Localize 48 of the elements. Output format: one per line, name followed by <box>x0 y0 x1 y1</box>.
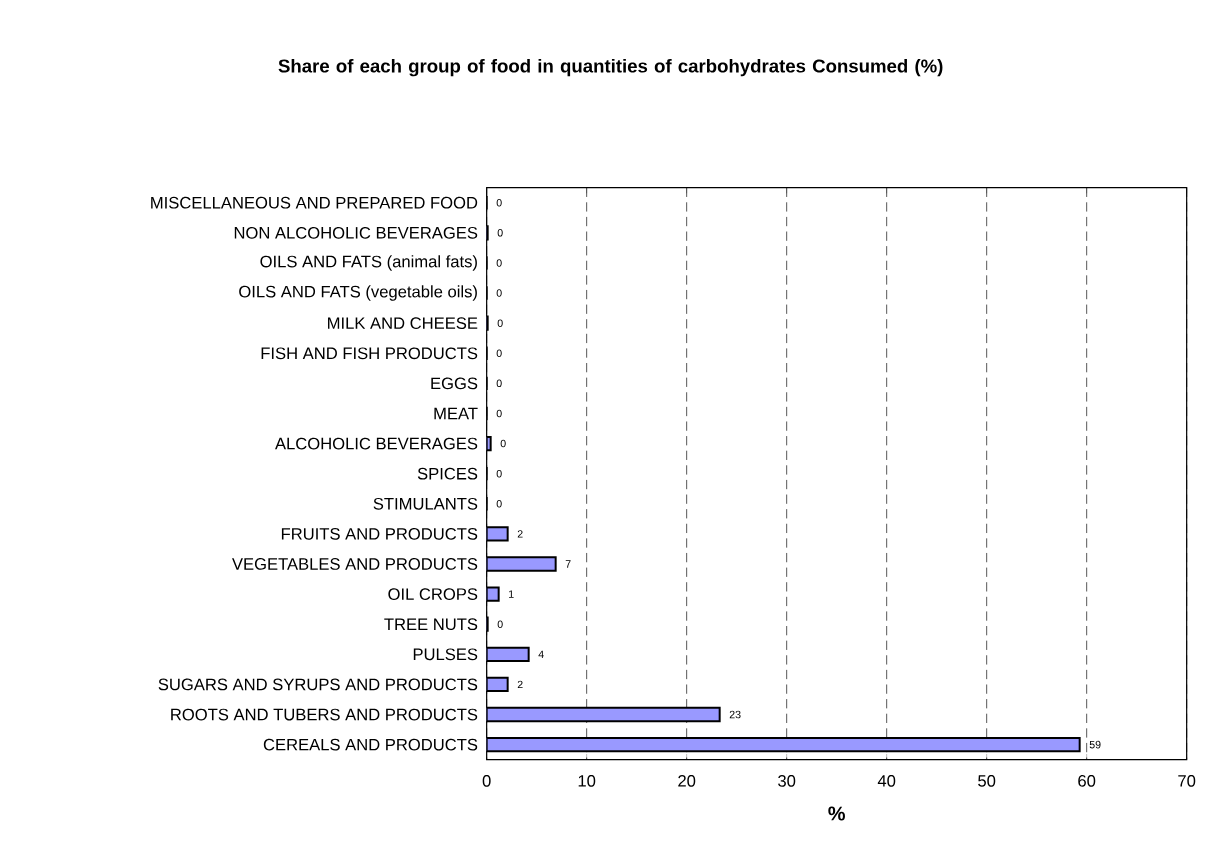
x-tick-label: 60 <box>1078 775 1096 787</box>
x-tick-label: 0 <box>482 775 491 787</box>
y-tick-label: MEAT <box>434 407 478 420</box>
data-label: 0 <box>496 409 502 418</box>
x-tick-label: 30 <box>778 775 796 787</box>
y-tick-label: PULSES <box>413 648 478 661</box>
x-tick-label: 20 <box>678 775 696 787</box>
y-tick-label: OILS AND FATS (animal fats) <box>260 255 477 271</box>
x-tick-label: 40 <box>877 775 896 787</box>
data-label: 0 <box>496 500 502 508</box>
y-tick-label: ROOTS AND TUBERS AND PRODUCTS <box>171 708 478 721</box>
y-tick-label: CEREALS AND PRODUCTS <box>263 738 478 751</box>
data-label: 4 <box>538 650 544 658</box>
data-label: 0 <box>500 439 506 448</box>
data-label: 0 <box>496 259 502 267</box>
data-label: 0 <box>496 198 502 207</box>
data-label: 0 <box>497 319 503 327</box>
data-label: 0 <box>497 620 503 628</box>
y-tick-label: ALCOHOLIC BEVERAGES <box>275 437 478 450</box>
data-label: 0 <box>496 289 502 297</box>
y-tick-label: OILS AND FATS (vegetable oils) <box>239 285 477 301</box>
y-tick-label: FRUITS AND PRODUCTS <box>281 528 478 540</box>
data-label: 0 <box>496 379 502 388</box>
data-label: 0 <box>497 229 503 237</box>
y-tick-label: TREE NUTS <box>384 618 478 631</box>
data-label: 7 <box>565 560 571 568</box>
y-tick-label: EGGS <box>431 377 478 390</box>
data-label: 23 <box>729 710 741 719</box>
y-tick-label: NON ALCOHOLIC BEVERAGES <box>234 226 478 239</box>
chart-title: Share of each group of food in quantities of carbohydrates Consumed (%) <box>278 58 943 77</box>
y-tick-label: FISH AND FISH PRODUCTS <box>261 347 478 360</box>
x-tick-label: 50 <box>978 775 996 787</box>
data-label: 59 <box>1089 740 1101 749</box>
data-label: 2 <box>517 530 523 538</box>
y-tick-label: OIL CROPS <box>388 588 478 600</box>
y-tick-label: VEGETABLES AND PRODUCTS <box>232 558 478 570</box>
data-label: 0 <box>496 349 502 358</box>
y-tick-label: STIMULANTS <box>373 497 478 510</box>
y-tick-label: SUGARS AND SYRUPS AND PRODUCTS <box>158 678 478 691</box>
x-tick-label: 70 <box>1178 775 1196 787</box>
x-axis-title: % <box>828 806 845 821</box>
data-label: 1 <box>509 590 514 598</box>
data-label: 2 <box>517 680 523 689</box>
y-tick-label: SPICES <box>417 467 478 480</box>
y-tick-label: MISCELLANEOUS AND PREPARED FOOD <box>151 196 478 209</box>
data-label: 0 <box>496 469 502 478</box>
x-tick-label: 10 <box>578 775 596 787</box>
y-tick-label: MILK AND CHEESE <box>328 317 478 330</box>
